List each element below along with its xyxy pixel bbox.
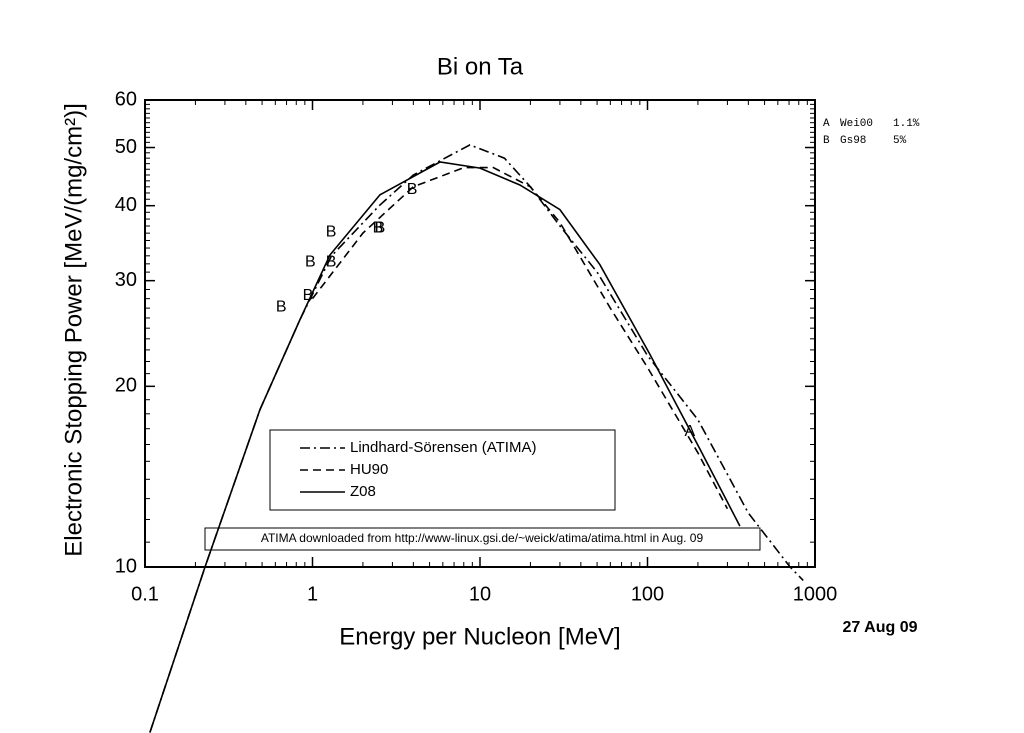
legend-label: HU90: [350, 461, 388, 478]
key-name: Wei00: [840, 118, 873, 130]
data-point: B: [326, 224, 337, 241]
data-point: A: [685, 423, 696, 440]
date: 27 Aug 09: [843, 619, 918, 636]
x-tick-label: 1000: [793, 583, 838, 605]
key-marker: B: [823, 135, 830, 147]
note-box: [204, 527, 761, 551]
y-tick-label: 10: [115, 555, 137, 577]
data-point: B: [305, 253, 316, 270]
key-name: Gs98: [840, 135, 866, 147]
data-point: B: [407, 181, 418, 198]
line: [149, 161, 741, 733]
key-marker: A: [823, 118, 830, 130]
y-tick-label: 20: [115, 375, 137, 397]
y-tick-label: 60: [115, 88, 137, 110]
y-axis-label: Electronic Stopping Power [MeV/(mg/cm²)]: [60, 103, 87, 556]
data-point: B: [326, 253, 337, 270]
x-tick-label: 1: [307, 583, 318, 605]
legend-label: Lindhard-Sörensen (ATIMA): [350, 439, 536, 456]
data-point: B: [375, 219, 386, 236]
x-tick-label: 10: [469, 583, 491, 605]
legend-label: Z08: [350, 483, 376, 500]
note: ATIMA downloaded from http://www-linux.g…: [261, 531, 704, 545]
y-tick-label: 50: [115, 136, 137, 158]
chart-title: Bi on Ta: [437, 53, 524, 80]
key-uncertainty: 5%: [893, 135, 907, 147]
x-tick-label: 0.1: [131, 583, 159, 605]
key-uncertainty: 1.1%: [893, 118, 920, 130]
y-tick-label: 30: [115, 269, 137, 291]
data-point: B: [373, 219, 384, 236]
data-point: B: [303, 287, 314, 304]
line: [311, 166, 729, 510]
x-tick-label: 100: [631, 583, 664, 605]
data-point: B: [276, 298, 287, 315]
x-axis-label: Energy per Nucleon [MeV]: [339, 623, 620, 650]
y-tick-label: 40: [115, 194, 137, 216]
